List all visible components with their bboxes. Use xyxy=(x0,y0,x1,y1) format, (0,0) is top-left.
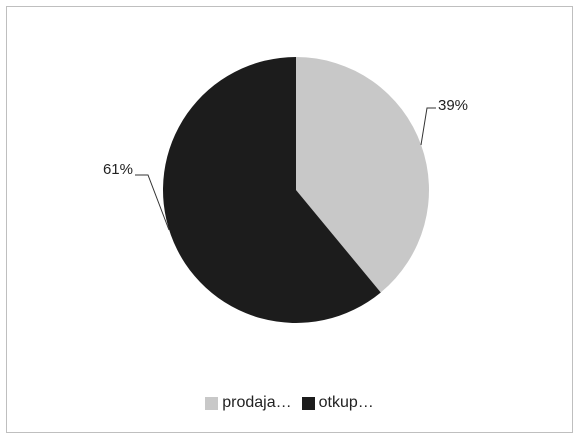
legend-swatch-1 xyxy=(205,396,219,410)
leader-line-1 xyxy=(420,107,436,146)
pie-slice-2 xyxy=(163,57,381,323)
leader-lines xyxy=(135,107,436,231)
leader-line-2 xyxy=(135,174,170,231)
legend-label-1: prodaja… xyxy=(222,394,292,411)
legend-label-2: otkup… xyxy=(318,394,374,411)
data-labels: 39% 61% xyxy=(103,97,468,178)
data-label-1: 39% xyxy=(438,97,468,114)
pie-slice-1 xyxy=(296,57,429,293)
data-label-2: 61% xyxy=(103,161,133,178)
legend: prodaja… otkup… xyxy=(0,391,579,415)
legend-entry-1: prodaja… xyxy=(205,394,292,412)
pie-slices xyxy=(163,57,429,323)
legend-swatch-2 xyxy=(301,396,315,410)
legend-entry-2: otkup… xyxy=(301,394,374,412)
